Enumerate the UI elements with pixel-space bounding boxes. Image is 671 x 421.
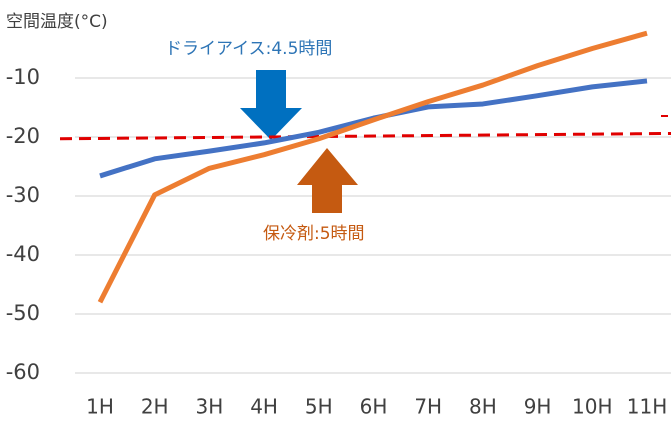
y-tick-label: -20 (6, 124, 40, 148)
x-tick-label: 9H (524, 395, 552, 419)
x-tick-label: 7H (414, 395, 442, 419)
y-tick-label: -40 (6, 242, 40, 266)
x-tick-label: 4H (250, 395, 278, 419)
x-tick-label: 5H (305, 395, 333, 419)
x-tick-label: 1H (86, 395, 114, 419)
y-tick-label: -30 (6, 183, 40, 207)
series-line (99, 78, 648, 179)
x-tick-label: 2H (141, 395, 169, 419)
annotation: ドライアイス:4.5時間 (165, 39, 332, 59)
y-axis-label: 空間温度(°C) (6, 12, 108, 32)
y-tick-label: -10 (6, 65, 40, 89)
y-tick-label: -50 (6, 301, 40, 325)
annotation: 保冷剤:5時間 (263, 224, 365, 244)
x-tick-label: 10H (572, 395, 613, 419)
orange-arrow (297, 148, 358, 213)
dash-fragment (661, 115, 668, 117)
x-tick-label: 11H (627, 395, 668, 419)
series-line (97, 30, 648, 304)
x-tick-label: 6H (360, 395, 388, 419)
y-tick-label: -60 (6, 360, 40, 384)
x-tick-label: 8H (469, 395, 497, 419)
threshold-line (59, 131, 671, 141)
blue-arrow (240, 70, 302, 140)
x-tick-label: 3H (196, 395, 224, 419)
